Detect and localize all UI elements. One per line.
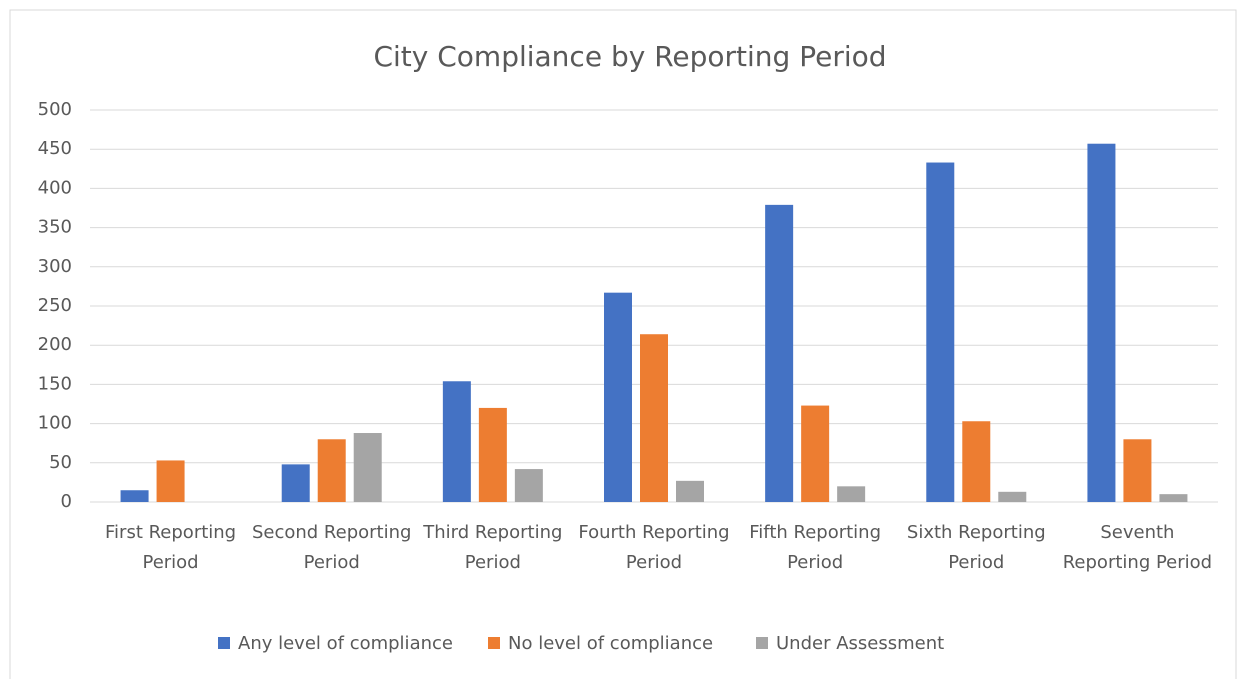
x-tick-label: Second Reporting Period <box>251 522 412 573</box>
bar <box>514 469 543 502</box>
bar <box>837 486 866 502</box>
x-tick-label: Seventh Reporting Period <box>1062 522 1213 573</box>
y-tick-label: 450 <box>38 138 72 159</box>
y-tick-label: 100 <box>38 413 72 434</box>
bar <box>998 491 1027 502</box>
bar <box>676 480 704 502</box>
bar <box>604 292 632 502</box>
y-tick-label: 250 <box>38 295 72 316</box>
bar <box>478 407 507 502</box>
bar <box>317 439 346 502</box>
legend-swatch <box>756 637 768 649</box>
chart-title: City Compliance by Reporting Period <box>373 40 886 73</box>
x-tick-label: Sixth Reporting Period <box>906 522 1046 573</box>
chart-border <box>9 9 1237 679</box>
legend-swatch <box>218 637 230 649</box>
bar <box>1087 143 1116 502</box>
bar <box>353 433 382 502</box>
bar <box>1123 439 1152 502</box>
y-tick-label: 300 <box>38 256 72 277</box>
y-tick-label: 350 <box>38 217 72 238</box>
legend-label: Under Assessment <box>776 633 944 654</box>
legend-label: Any level of compliance <box>238 633 453 654</box>
bar <box>962 421 991 502</box>
x-tick-label: Fourth Reporting Period <box>578 522 730 573</box>
x-tick-label: First Reporting Period <box>105 522 237 573</box>
y-tick-label: 400 <box>38 177 72 198</box>
legend-label: No level of compliance <box>508 633 713 654</box>
y-tick-label: 500 <box>38 99 72 120</box>
x-tick-label: Fifth Reporting Period <box>749 522 882 573</box>
bar <box>442 381 471 502</box>
y-tick-label: 50 <box>49 452 72 473</box>
y-tick-label: 0 <box>61 491 72 512</box>
y-tick-label: 150 <box>38 373 72 394</box>
legend-swatch <box>488 637 500 649</box>
y-tick-label: 200 <box>38 334 72 355</box>
x-tick-label: Third Reporting Period <box>423 522 563 573</box>
bar <box>156 460 185 502</box>
bar <box>926 162 955 502</box>
bar <box>801 405 830 502</box>
bar <box>281 464 310 502</box>
bar <box>765 204 794 502</box>
bar <box>640 334 668 502</box>
bar <box>120 490 149 502</box>
bar <box>1159 494 1188 502</box>
